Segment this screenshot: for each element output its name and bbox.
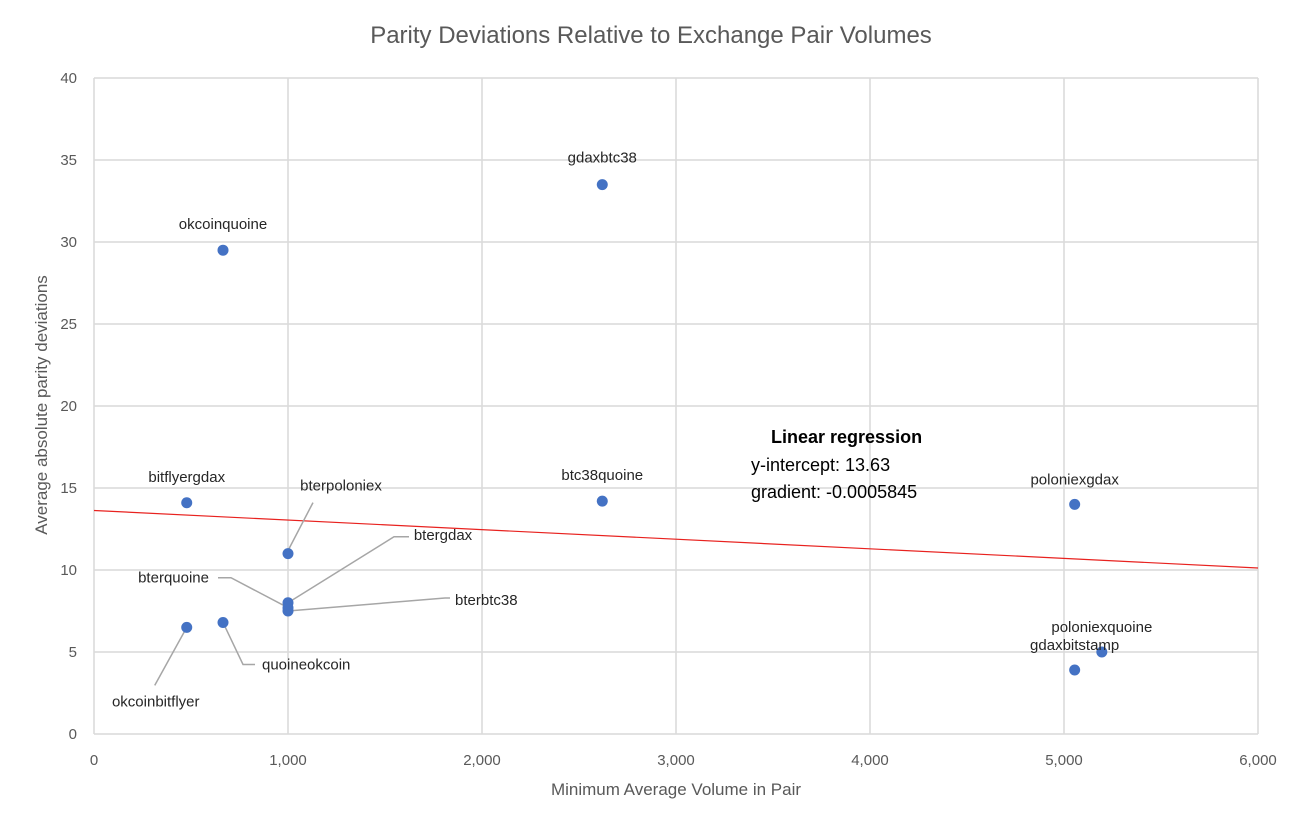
data-point-quoineokcoin xyxy=(217,616,229,628)
y-tick-label: 35 xyxy=(60,152,77,169)
data-point-bterpoloniex xyxy=(282,548,294,560)
point-label-poloniexquoine: poloniexquoine xyxy=(1051,619,1152,636)
annotation-heading: Linear regression xyxy=(771,427,922,447)
y-tick-label: 10 xyxy=(60,562,77,579)
x-tick-label: 1,000 xyxy=(269,752,307,769)
point-label-okcoinquoine: okcoinquoine xyxy=(179,216,267,233)
point-label-gdaxbtc38: gdaxbtc38 xyxy=(568,150,637,167)
data-point-gdaxbitstamp xyxy=(1069,664,1081,676)
point-labels: gdaxbtc38 okcoinquoine bitflyergdax btc38qu… xyxy=(112,150,1152,711)
x-tick-label: 4,000 xyxy=(851,752,889,769)
y-tick-label: 25 xyxy=(60,316,77,333)
y-tick-label: 15 xyxy=(60,480,77,497)
leader-line-okcoinbitflyer xyxy=(154,627,188,686)
data-point-bterbtc38 xyxy=(282,605,294,617)
x-axis-ticks: 0 1,000 2,000 3,000 4,000 5,000 6,000 xyxy=(90,752,1277,769)
y-tick-label: 40 xyxy=(60,70,77,87)
chart-title: Parity Deviations Relative to Exchange P… xyxy=(370,22,932,49)
y-axis-ticks: 0 5 10 15 20 25 30 35 40 xyxy=(60,70,77,743)
x-tick-label: 2,000 xyxy=(463,752,501,769)
data-point-poloniexgdax xyxy=(1069,498,1081,510)
point-label-gdaxbitstamp: gdaxbitstamp xyxy=(1030,637,1119,654)
trendline xyxy=(93,509,1259,569)
data-point-gdaxbtc38 xyxy=(596,179,608,191)
leader-line-btergdax xyxy=(287,536,409,604)
y-axis-title: Average absolute parity deviations xyxy=(32,275,51,535)
leader-line-bterbtc38 xyxy=(287,597,450,612)
y-tick-label: 20 xyxy=(60,398,77,415)
point-label-bitflyergdax: bitflyergdax xyxy=(148,469,225,486)
leader-lines xyxy=(154,502,450,686)
point-label-poloniexgdax: poloniexgdax xyxy=(1030,471,1119,488)
data-points xyxy=(181,179,1108,676)
point-label-okcoinbitflyer: okcoinbitflyer xyxy=(112,693,200,710)
point-label-btc38quoine: btc38quoine xyxy=(561,467,643,484)
data-point-btc38quoine xyxy=(596,495,608,507)
point-label-bterbtc38: bterbtc38 xyxy=(455,592,518,609)
data-point-okcoinquoine xyxy=(217,244,229,256)
leader-line-bterquoine xyxy=(218,576,289,609)
x-tick-label: 3,000 xyxy=(657,752,695,769)
point-label-btergdax: btergdax xyxy=(414,527,473,544)
leader-line-quoineokcoin xyxy=(222,622,256,666)
data-point-bitflyergdax xyxy=(181,497,193,509)
point-label-quoineokcoin: quoineokcoin xyxy=(262,656,350,673)
annotation-intercept: y-intercept: 13.63 xyxy=(751,455,890,475)
x-tick-label: 5,000 xyxy=(1045,752,1083,769)
regression-annotation: Linear regression y-intercept: 13.63 gra… xyxy=(751,427,922,502)
data-point-poloniexquoine xyxy=(1096,646,1108,658)
y-tick-label: 0 xyxy=(69,726,77,743)
y-tick-label: 30 xyxy=(60,234,77,251)
y-tick-label: 5 xyxy=(69,644,77,661)
leader-line-bterpoloniex xyxy=(287,502,314,551)
annotation-gradient: gradient: -0.0005845 xyxy=(751,482,917,502)
grid xyxy=(93,77,1259,735)
x-axis-title: Minimum Average Volume in Pair xyxy=(551,780,801,799)
trendline-group xyxy=(93,509,1259,569)
x-tick-label: 0 xyxy=(90,752,98,769)
x-tick-label: 6,000 xyxy=(1239,752,1277,769)
data-point-okcoinbitflyer xyxy=(181,621,193,633)
point-label-bterpoloniex: bterpoloniex xyxy=(300,478,382,495)
point-label-bterquoine: bterquoine xyxy=(138,570,209,587)
